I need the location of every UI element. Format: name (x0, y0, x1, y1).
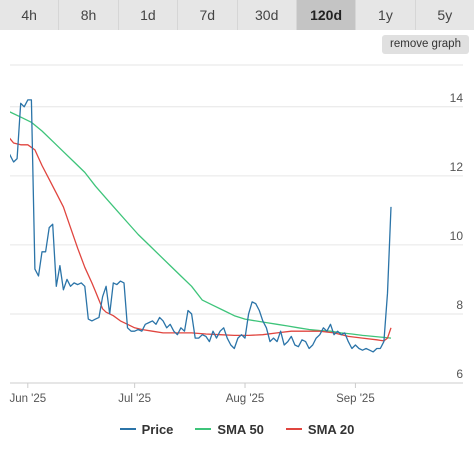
y-tick-label-14: 14 (450, 91, 464, 105)
legend-item-sma20[interactable]: SMA 20 (285, 421, 355, 437)
legend-item-price[interactable]: Price (119, 421, 174, 437)
series-line-sma50[interactable] (0, 109, 392, 339)
legend-swatch-sma50 (195, 428, 212, 430)
tab-30d[interactable]: 30d (237, 0, 297, 30)
legend-item-sma50[interactable]: SMA 50 (195, 421, 264, 437)
legend-label-sma50: SMA 50 (217, 421, 264, 437)
tab-5y[interactable]: 5y (415, 0, 474, 30)
price-chart: 6 8 10 12 14 Jun '25 Jul '25 Aug '25 Sep '25 (0, 64, 464, 405)
legend-swatch-price (119, 428, 136, 430)
tab-1d[interactable]: 1d (118, 0, 179, 30)
y-tick-label-8: 8 (456, 298, 463, 312)
x-tick-label-0: Jun '25 (9, 393, 46, 405)
y-tick-label-6: 6 (456, 367, 463, 381)
timeframe-tabs: 4h 8h 1d 7d 30d 120d 1y 5y (0, 0, 474, 30)
tab-120d[interactable]: 120d (296, 0, 357, 30)
legend-label-price: Price (141, 421, 174, 437)
y-tick-label-10: 10 (450, 229, 464, 243)
series-line-price[interactable] (0, 99, 392, 353)
y-tick-label-12: 12 (450, 160, 464, 174)
remove-graph-button[interactable]: remove graph (382, 35, 469, 54)
tab-7d[interactable]: 7d (178, 0, 238, 30)
x-tick-label-2: Aug '25 (226, 393, 265, 405)
legend-label-sma20: SMA 20 (307, 421, 355, 437)
chart-legend: Price SMA 50 SMA 20 (0, 418, 474, 440)
tab-4h[interactable]: 4h (0, 0, 60, 30)
tab-8h[interactable]: 8h (59, 0, 119, 30)
legend-swatch-sma20 (285, 428, 302, 430)
x-tick-label-3: Sep '25 (336, 393, 375, 405)
series-line-sma20[interactable] (0, 124, 392, 342)
x-tick-label-1: Jul '25 (118, 393, 151, 405)
tab-1y[interactable]: 1y (356, 0, 416, 30)
